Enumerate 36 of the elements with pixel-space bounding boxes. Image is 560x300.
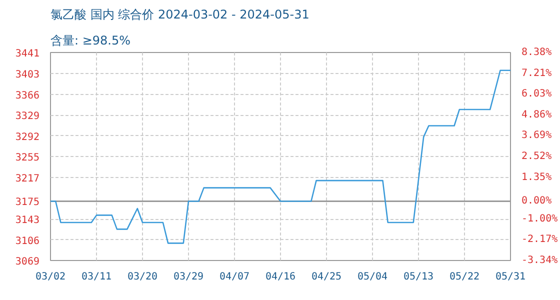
y2-tick-label: 4.86% — [522, 109, 552, 120]
y-tick-label: 3441 — [15, 48, 40, 60]
y2-tick-label: 3.69% — [522, 130, 552, 142]
y-tick-label: 3329 — [15, 111, 40, 122]
y-tick-label: 3175 — [15, 197, 40, 208]
chart-title: 氯乙酸 国内 综合价 2024-03-02 - 2024-05-31 — [50, 8, 310, 22]
y2-tick-label: 7.21% — [522, 68, 552, 79]
y2-tick-label: 0.00% — [522, 196, 552, 207]
x-tick-label: 05/13 — [403, 272, 434, 282]
x-tick-label: 05/22 — [449, 272, 480, 282]
y2-tick-label: 6.03% — [522, 88, 552, 100]
y2-tick-label: -1.00% — [522, 213, 558, 224]
x-tick-label: 04/25 — [311, 272, 342, 282]
y-tick-label: 3366 — [15, 90, 40, 102]
y-tick-label: 3217 — [15, 174, 40, 185]
y2-tick-label: 8.38% — [522, 47, 552, 58]
y-tick-label: 3403 — [15, 70, 40, 81]
x-tick-label: 05/31 — [495, 272, 526, 282]
y2-tick-label: 1.35% — [522, 172, 552, 183]
x-tick-label: 03/20 — [127, 272, 158, 282]
y-tick-label: 3292 — [15, 132, 40, 143]
y-tick-label: 3106 — [15, 236, 40, 247]
y2-tick-label: 2.52% — [522, 151, 552, 162]
y2-tick-label: -3.34% — [522, 255, 558, 266]
y-tick-label: 3143 — [15, 215, 40, 226]
x-tick-label: 04/07 — [219, 272, 250, 282]
y2-tick-label: -2.17% — [522, 234, 558, 246]
x-tick-label: 03/02 — [35, 272, 66, 282]
x-tick-label: 04/16 — [265, 272, 296, 282]
chart-subtitle: 含量: ≥98.5% — [50, 34, 131, 48]
x-tick-label: 03/29 — [173, 272, 204, 282]
line-series — [50, 70, 510, 244]
y-tick-label: 3255 — [15, 152, 40, 164]
y-tick-label: 3069 — [15, 256, 40, 268]
x-tick-label: 05/04 — [357, 272, 388, 282]
x-tick-label: 03/11 — [81, 272, 112, 282]
